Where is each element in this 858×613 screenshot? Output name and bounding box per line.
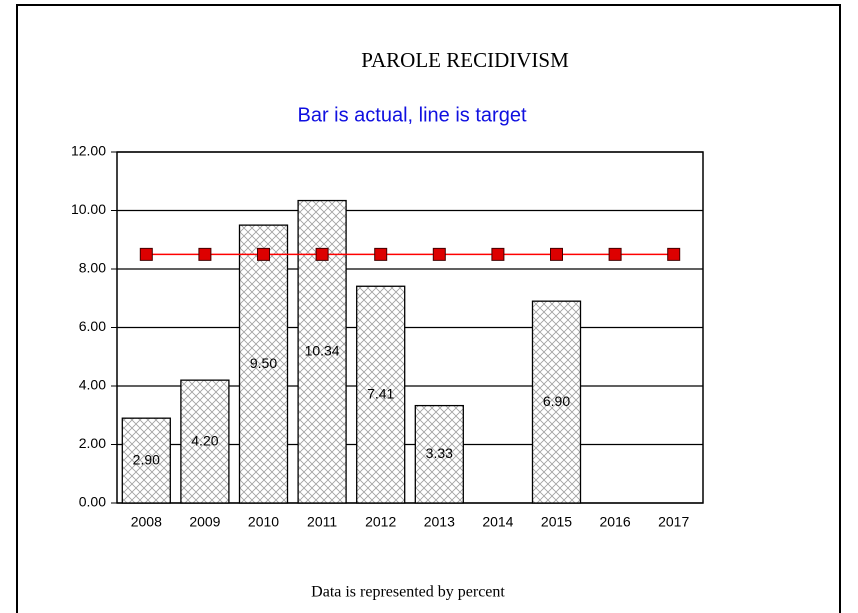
line-marker (608, 247, 622, 261)
bar (180, 379, 230, 504)
x-tick-label: 2010 (248, 514, 279, 530)
value-label: 2.90 (133, 451, 160, 467)
frame (16, 4, 841, 613)
y-tick-label: 8.00 (79, 260, 106, 276)
value-label: 6.90 (543, 393, 570, 409)
line-marker (315, 247, 329, 261)
footer: Data is represented by percent (311, 584, 505, 601)
line-marker (257, 247, 270, 261)
value-label: 10.34 (305, 342, 340, 358)
bar (121, 417, 171, 504)
x-tick-label: 2015 (541, 514, 572, 530)
bar (356, 285, 406, 504)
y-tick-label: 0.00 (79, 494, 106, 510)
x-tick-label: 2014 (482, 514, 513, 530)
chart-subtitle: Bar is actual, line is target (298, 104, 527, 126)
y-tick-label: 6.00 (79, 318, 106, 334)
x-tick-label: 2013 (424, 514, 455, 530)
line-marker (550, 247, 563, 261)
chart-title: PAROLE RECIDIVISM (361, 48, 569, 72)
bar (414, 404, 464, 504)
x-tick-label: 2012 (365, 514, 396, 530)
value-label: 4.20 (191, 432, 218, 448)
line-marker (667, 247, 681, 261)
value-label: 3.33 (426, 445, 453, 461)
x-tick-label: 2011 (307, 514, 337, 530)
plot-border (116, 151, 704, 504)
y-tick-label: 2.00 (79, 435, 106, 451)
y-tick-label: 10.00 (71, 201, 106, 217)
line-marker (139, 247, 153, 261)
x-tick-label: 2016 (600, 514, 631, 530)
line-marker (198, 247, 212, 261)
x-tick-label: 2008 (131, 514, 162, 530)
line-marker (491, 247, 505, 261)
y-tick-label: 12.00 (71, 143, 106, 159)
bar (238, 224, 289, 504)
bar (531, 300, 582, 504)
x-tick-label: 2017 (658, 514, 689, 530)
y-tick-label: 4.00 (79, 377, 106, 393)
value-label: 9.50 (250, 355, 277, 371)
line-marker (432, 247, 446, 261)
x-tick-label: 2009 (189, 514, 220, 530)
value-label: 7.41 (367, 385, 394, 401)
line-marker (374, 247, 388, 261)
